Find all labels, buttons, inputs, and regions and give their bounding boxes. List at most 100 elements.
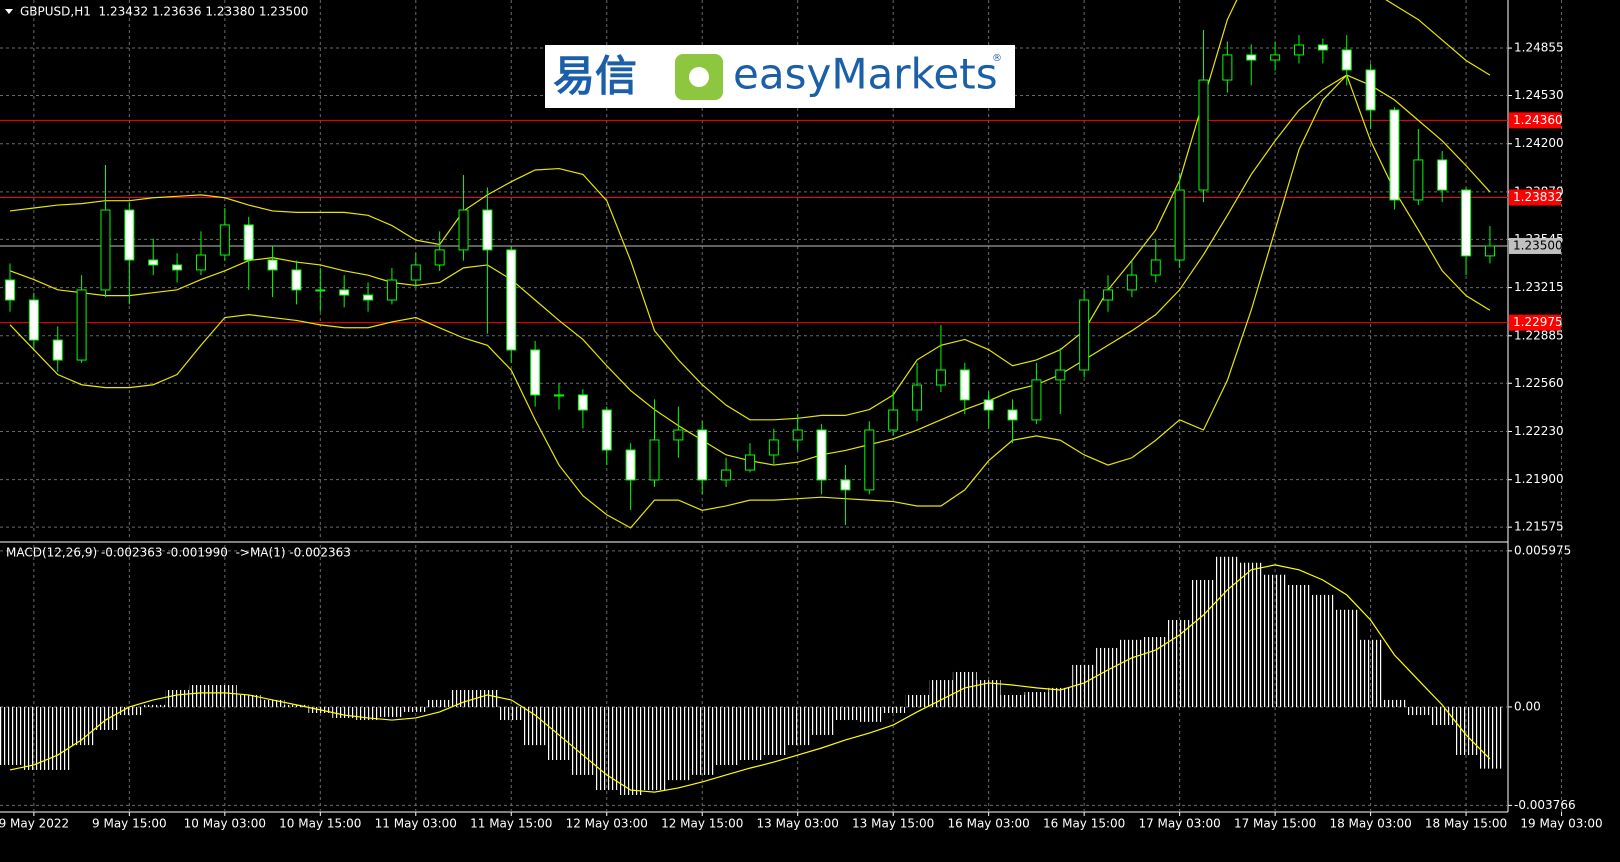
x-tick-label: 9 May 2022 xyxy=(0,817,69,831)
macd-bar xyxy=(21,706,46,770)
candle-body xyxy=(1484,245,1495,257)
candle-body xyxy=(1293,44,1304,56)
macd-bar xyxy=(952,671,977,707)
macd-bar xyxy=(547,706,571,761)
macd-bar xyxy=(1167,619,1192,707)
macd-bar xyxy=(0,706,22,765)
x-tick-label: 10 May 03:00 xyxy=(184,817,266,831)
candle-body xyxy=(673,429,684,441)
candle-body xyxy=(601,409,612,451)
axes: 1.248551.245301.242001.238701.235451.232… xyxy=(0,41,1603,831)
macd-bar xyxy=(523,706,548,746)
candle-body xyxy=(888,409,899,431)
candle-body xyxy=(768,439,779,456)
price-tag xyxy=(1509,189,1561,206)
macd-bar xyxy=(475,689,500,707)
candle-body xyxy=(935,369,946,386)
y-tick-label: 1.24200 xyxy=(1514,136,1564,150)
macd-bar xyxy=(1382,699,1407,707)
macd-bar xyxy=(1000,694,1025,707)
bollinger-band xyxy=(9,0,1491,421)
x-tick-label: 13 May 15:00 xyxy=(852,817,934,831)
logo-reg: ® xyxy=(992,53,1002,64)
macd-bar xyxy=(1215,556,1240,707)
candle-body xyxy=(76,289,87,361)
candle-body xyxy=(434,249,445,266)
x-tick-label: 12 May 15:00 xyxy=(661,817,743,831)
price-tag xyxy=(1509,112,1561,129)
macd-bar xyxy=(165,689,190,707)
macd-bar xyxy=(881,706,906,713)
candle-body xyxy=(100,209,111,291)
macd-bar xyxy=(738,706,762,761)
y-tick-label: 1.24855 xyxy=(1514,41,1564,55)
candle-body xyxy=(1031,379,1042,421)
candle-body xyxy=(410,264,421,281)
candle-body xyxy=(816,429,827,481)
candle-body xyxy=(792,429,803,441)
y-tick-label: 1.24530 xyxy=(1514,88,1564,102)
candle-body xyxy=(1007,409,1018,421)
x-tick-label: 12 May 03:00 xyxy=(566,817,648,831)
candle-body xyxy=(577,394,588,411)
macd-bar xyxy=(1119,639,1144,707)
macd-bar xyxy=(1287,584,1311,707)
candle-body xyxy=(243,224,254,261)
macd-bar xyxy=(1072,664,1097,707)
macd-bar xyxy=(93,706,118,730)
candle-body xyxy=(1389,109,1400,201)
macd-bar xyxy=(1191,580,1216,707)
macd-bar xyxy=(1024,692,1049,707)
candle-body xyxy=(1198,79,1209,191)
candle-body xyxy=(1413,159,1424,201)
x-tick-label: 19 May 03:00 xyxy=(1520,817,1602,831)
candle-body xyxy=(1365,69,1376,111)
candle-body xyxy=(148,259,159,266)
macd-pane xyxy=(0,556,1502,796)
candle-body xyxy=(339,289,350,296)
macd-bar xyxy=(690,706,715,775)
macd-bar xyxy=(1358,639,1383,707)
x-tick-label: 13 May 03:00 xyxy=(757,817,839,831)
macd-bar xyxy=(833,706,858,721)
macd-bar xyxy=(141,704,166,707)
macd-bar xyxy=(1310,594,1335,707)
candle-body xyxy=(1437,159,1448,191)
macd-bar xyxy=(427,699,452,707)
x-tick-label: 18 May 03:00 xyxy=(1329,817,1411,831)
logo-icon-dot xyxy=(689,67,709,87)
price-tag-label: 1.23500 xyxy=(1513,238,1563,252)
candle-body xyxy=(291,269,302,291)
candle-body xyxy=(28,299,39,341)
macd-bar xyxy=(1239,562,1264,707)
macd-bar xyxy=(499,706,524,721)
macd-bar xyxy=(1478,706,1502,769)
y-tick-label: 1.22885 xyxy=(1514,328,1564,342)
macd-bar xyxy=(332,706,357,718)
candle-body xyxy=(1174,189,1185,261)
macd-bar xyxy=(761,706,786,756)
macd-bar xyxy=(570,706,595,775)
y-tick-label: 0.005975 xyxy=(1514,543,1571,557)
logo-cn: 易信 xyxy=(553,52,637,101)
x-tick-label: 11 May 15:00 xyxy=(470,817,552,831)
macd-title: MACD(12,26,9) -0.002363 -0.001990 ->MA(1… xyxy=(6,546,351,560)
candle-body xyxy=(315,289,326,292)
price-pane xyxy=(0,0,1508,529)
candle-body xyxy=(1055,369,1066,381)
candle-body xyxy=(744,454,755,471)
x-tick-label: 18 May 15:00 xyxy=(1425,817,1507,831)
macd-bar xyxy=(642,706,667,791)
candle-body xyxy=(1150,259,1161,276)
candle-body xyxy=(983,399,994,411)
macd-bar xyxy=(594,706,619,791)
macd-bar xyxy=(212,685,237,707)
price-tag-label: 1.22975 xyxy=(1513,315,1563,329)
candle-body xyxy=(482,209,493,251)
candle-body xyxy=(458,209,469,251)
y-tick-label: 1.21575 xyxy=(1514,520,1564,534)
candle-body xyxy=(1341,49,1352,71)
y-tick-label: 1.22230 xyxy=(1514,424,1564,438)
